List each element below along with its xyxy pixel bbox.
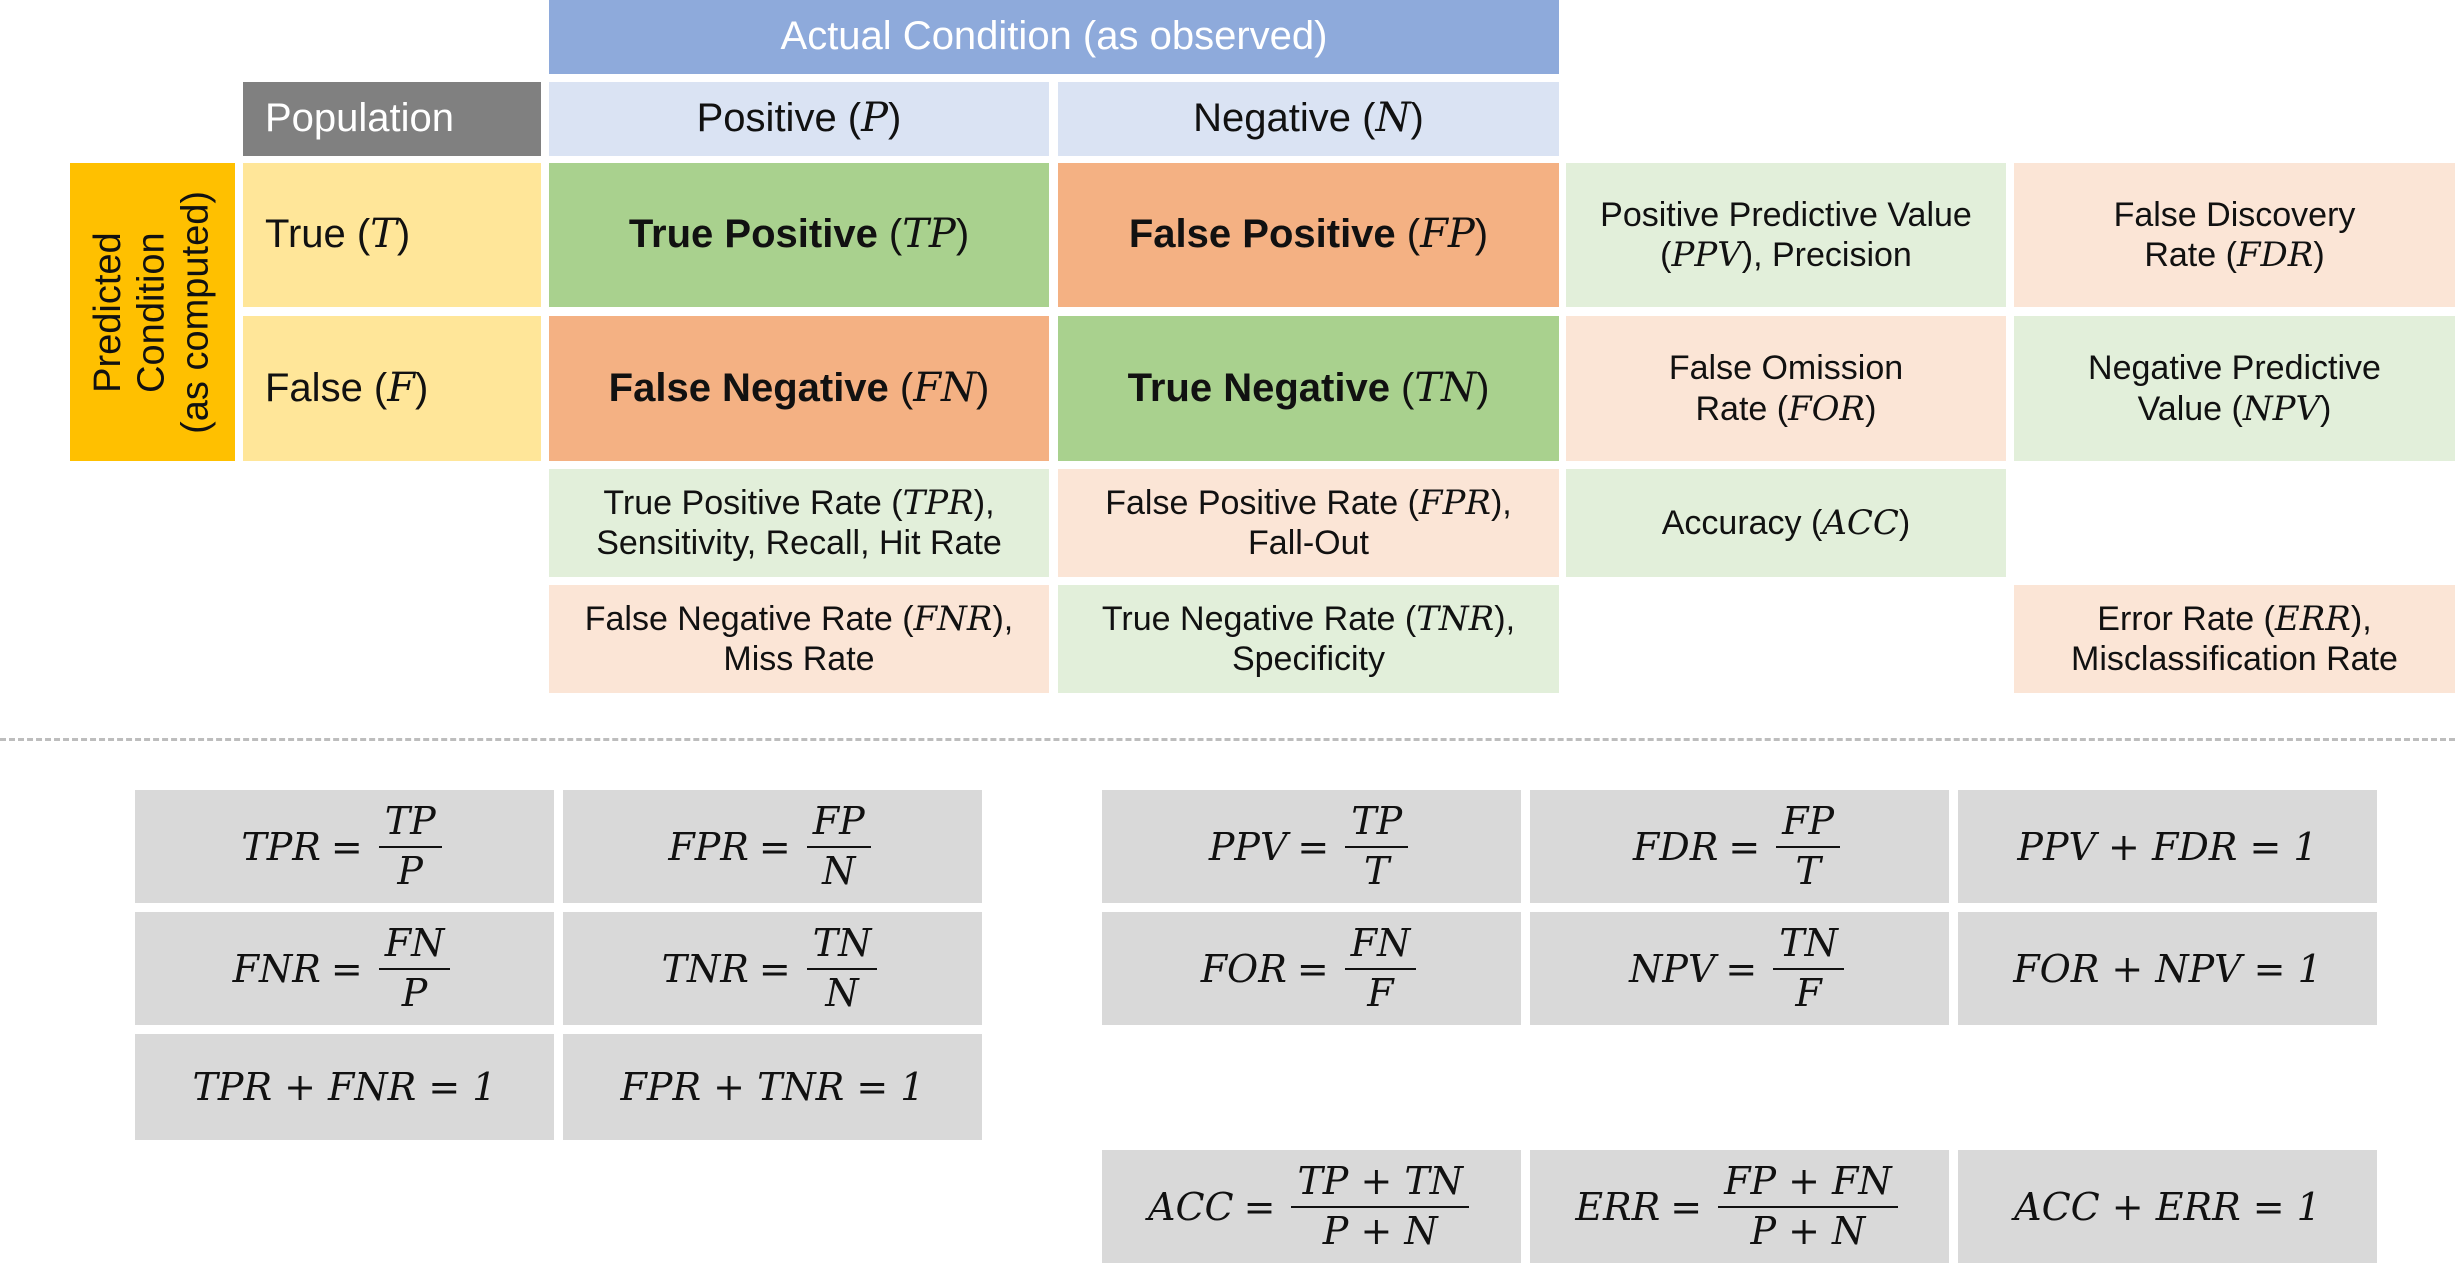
for-cell: False Omission Rate (FOR) bbox=[1566, 316, 2006, 461]
formula-err: ERR = FP + FN P + N bbox=[1530, 1150, 1949, 1263]
formula-tpr-plus-fnr: TPR + FNR = 1 bbox=[135, 1034, 554, 1140]
formula-fpr-plus-tnr: FPR + TNR = 1 bbox=[563, 1034, 982, 1140]
formula-acc: ACC = TP + TN P + N bbox=[1102, 1150, 1521, 1263]
formula-acc-plus-err: ACC + ERR = 1 bbox=[1958, 1150, 2377, 1263]
formula-fdr: FDR = FP T bbox=[1530, 790, 1949, 903]
formula-tpr: TPR = TP P bbox=[135, 790, 554, 903]
fpr-cell: False Positive Rate (FPR), Fall-Out bbox=[1058, 469, 1559, 577]
predicted-condition-header: Predicted Condition (as computed) bbox=[70, 163, 235, 461]
ppv-cell: Positive Predictive Value (PPV), Precisi… bbox=[1566, 163, 2006, 307]
actual-positive-header: Positive (P) bbox=[549, 82, 1049, 156]
formula-ppv-plus-fdr: PPV + FDR = 1 bbox=[1958, 790, 2377, 903]
formula-fpr: FPR = FP N bbox=[563, 790, 982, 903]
tnr-cell: True Negative Rate (TNR), Specificity bbox=[1058, 585, 1559, 693]
formula-for-plus-npv: FOR + NPV = 1 bbox=[1958, 912, 2377, 1025]
formula-fnr: FNR = FN P bbox=[135, 912, 554, 1025]
formula-tnr: TNR = TN N bbox=[563, 912, 982, 1025]
npv-cell: Negative Predictive Value (NPV) bbox=[2014, 316, 2455, 461]
true-negative-cell: True Negative (TN) bbox=[1058, 316, 1559, 461]
tpr-cell: True Positive Rate (TPR), Sensitivity, R… bbox=[549, 469, 1049, 577]
true-positive-cell: True Positive (TP) bbox=[549, 163, 1049, 307]
formula-ppv: PPV = TP T bbox=[1102, 790, 1521, 903]
false-positive-cell: False Positive (FP) bbox=[1058, 163, 1559, 307]
formula-for: FOR = FN F bbox=[1102, 912, 1521, 1025]
error-rate-cell: Error Rate (ERR), Misclassification Rate bbox=[2014, 585, 2455, 693]
population-header: Population bbox=[243, 82, 541, 156]
actual-negative-header: Negative (N) bbox=[1058, 82, 1559, 156]
predicted-false-header: False (F) bbox=[243, 316, 541, 461]
actual-condition-header: Actual Condition (as observed) bbox=[549, 0, 1559, 74]
false-negative-cell: False Negative (FN) bbox=[549, 316, 1049, 461]
formula-npv: NPV = TN F bbox=[1530, 912, 1949, 1025]
section-divider bbox=[0, 738, 2455, 741]
predicted-true-header: True (T) bbox=[243, 163, 541, 307]
fdr-cell: False Discovery Rate (FDR) bbox=[2014, 163, 2455, 307]
accuracy-cell: Accuracy (ACC) bbox=[1566, 469, 2006, 577]
fnr-cell: False Negative Rate (FNR), Miss Rate bbox=[549, 585, 1049, 693]
